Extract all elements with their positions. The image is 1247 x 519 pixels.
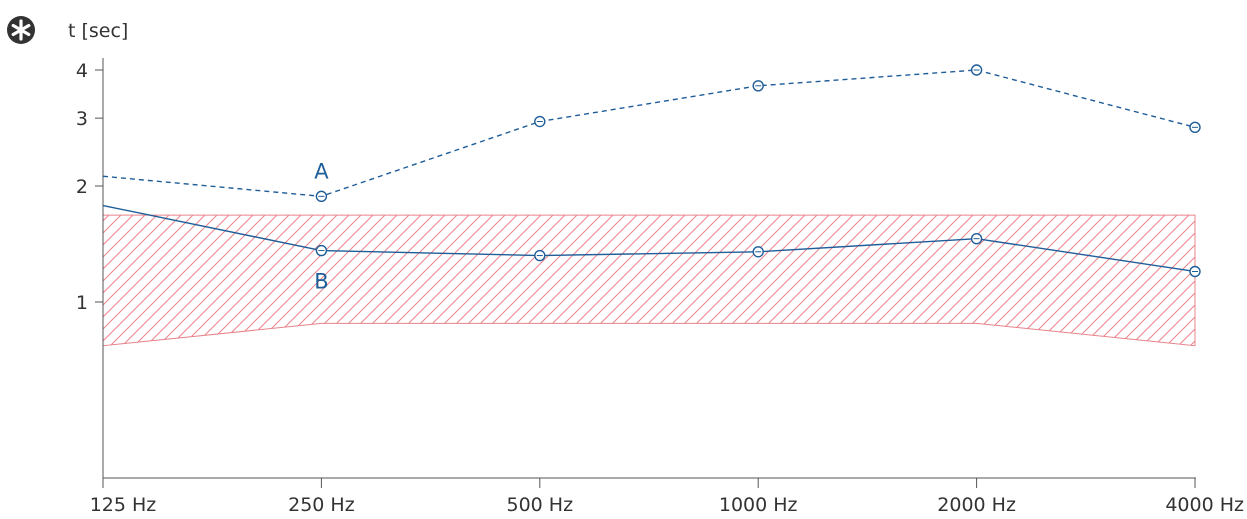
x-tick-label: 250 Hz — [288, 494, 355, 516]
series-b: B — [102, 204, 1201, 294]
x-tick-labels: 125 Hz 250 Hz 500 Hz 1000 Hz 2000 Hz 4000 Hz — [90, 494, 1244, 516]
x-tick-label: 4000 Hz — [1165, 494, 1244, 516]
series-label: A — [314, 159, 329, 183]
series-line — [102, 204, 1196, 273]
axes — [95, 58, 1196, 488]
tolerance-band — [102, 214, 1196, 347]
x-tick-label: 125 Hz — [90, 494, 157, 516]
x-tick-label: 2000 Hz — [937, 494, 1016, 516]
x-tick-label: 500 Hz — [507, 494, 574, 516]
y-axis-label: t [sec] — [68, 20, 128, 42]
series-line — [102, 69, 1196, 198]
y-tick-label: 3 — [76, 108, 88, 130]
y-tick-label: 4 — [76, 60, 88, 82]
x-tick-label: 1000 Hz — [719, 494, 798, 516]
series: AB — [102, 64, 1201, 294]
y-tick-labels: 1 2 3 4 — [76, 60, 88, 314]
asterisk-icon — [7, 16, 35, 44]
tolerance-band-area — [102, 214, 1196, 347]
y-tick-label: 1 — [76, 292, 88, 314]
series-label: B — [314, 270, 328, 294]
series-a: A — [102, 64, 1201, 203]
y-tick-label: 2 — [76, 176, 88, 198]
